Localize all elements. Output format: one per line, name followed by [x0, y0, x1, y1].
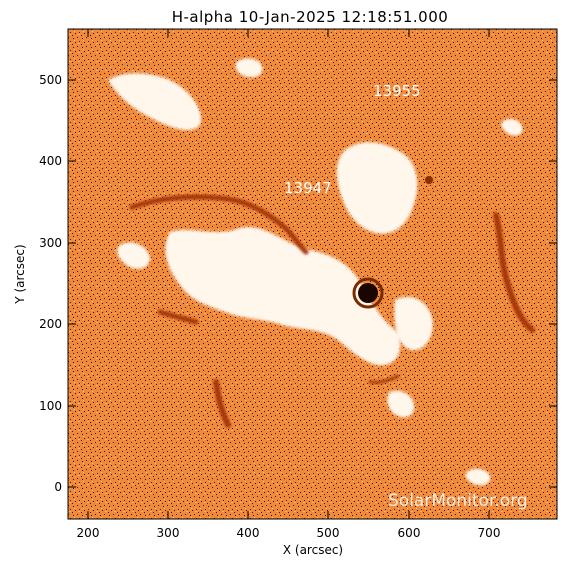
x-axis-label: X (arcsec)	[283, 543, 343, 557]
x-tick-label: 600	[398, 526, 421, 540]
plot-frame	[67, 28, 558, 520]
y-tick-label: 300	[39, 236, 62, 250]
x-tick-label: 200	[77, 526, 100, 540]
x-tick-labels: 200 300 400 500 600 700	[77, 526, 501, 540]
sunspots	[352, 176, 433, 309]
watermark: SolarMonitor.org	[388, 491, 528, 511]
image-title: H-alpha 10-Jan-2025 12:18:51.000	[172, 8, 449, 26]
y-tick-labels: 0 100 200 300 400 500	[39, 73, 62, 494]
solar-image	[68, 29, 557, 519]
x-tick-label: 500	[317, 526, 340, 540]
y-tick-label: 0	[54, 480, 62, 494]
filaments	[129, 194, 535, 428]
x-axis	[87, 29, 490, 519]
y-axis-label: Y (arcsec)	[13, 244, 27, 304]
y-axis	[68, 79, 557, 488]
x-tick-label: 300	[157, 526, 180, 540]
y-tick-label: 200	[39, 317, 62, 331]
x-tick-label: 400	[237, 526, 260, 540]
region-label-13947: 13947	[284, 179, 332, 197]
y-tick-label: 400	[39, 154, 62, 168]
region-label-13955: 13955	[373, 82, 421, 100]
x-tick-label: 700	[478, 526, 501, 540]
y-tick-label: 100	[39, 399, 62, 413]
y-tick-label: 500	[39, 73, 62, 87]
plage-regions	[108, 58, 523, 486]
